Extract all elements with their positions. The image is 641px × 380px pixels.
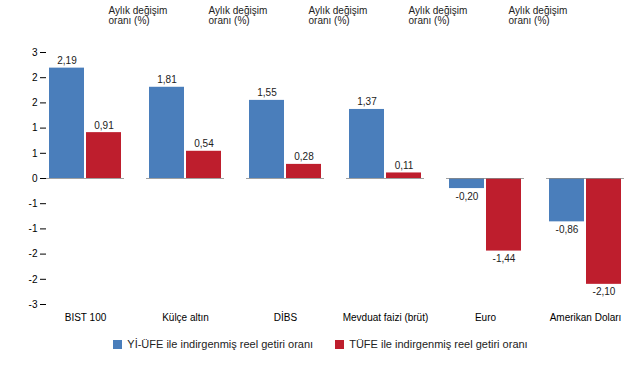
- svg-text:-3: -3: [29, 299, 38, 310]
- svg-text:Euro: Euro: [475, 312, 497, 323]
- svg-text:2: 2: [32, 97, 38, 108]
- svg-text:0,54: 0,54: [194, 138, 214, 149]
- svg-text:-1: -1: [29, 223, 38, 234]
- svg-text:-0,20: -0,20: [456, 191, 479, 202]
- svg-text:-0,86: -0,86: [556, 224, 579, 235]
- svg-text:0: 0: [32, 173, 38, 184]
- svg-text:-2,10: -2,10: [593, 286, 616, 297]
- svg-text:Amerikan Doları: Amerikan Doları: [550, 312, 622, 323]
- svg-text:0,91: 0,91: [94, 120, 114, 131]
- html-text:Yİ-ÜFE ile indirgenmiş reel ge: Yİ-ÜFE ile indirgenmiş reel getiri oranı: [127, 338, 314, 350]
- svg-text:1,55: 1,55: [257, 87, 277, 98]
- svg-text:1: 1: [32, 122, 38, 133]
- svg-text:2,19: 2,19: [57, 55, 77, 66]
- svg-text:1: 1: [32, 148, 38, 159]
- svg-text:2: 2: [32, 72, 38, 83]
- svg-text:BIST 100: BIST 100: [65, 312, 107, 323]
- svg-text:-2: -2: [29, 274, 38, 285]
- svg-text:0,28: 0,28: [294, 151, 314, 162]
- svg-text:-1: -1: [29, 198, 38, 209]
- svg-text:1,81: 1,81: [157, 74, 177, 85]
- svg-text:Mevduat faizi (brüt): Mevduat faizi (brüt): [343, 312, 429, 323]
- svg-text:3: 3: [32, 47, 38, 58]
- svg-text:Külçe altın: Külçe altın: [162, 312, 209, 323]
- svg-text:Aylık değişimoranı (%): Aylık değişimoranı (%): [109, 5, 168, 26]
- svg-text:Aylık değişimoranı (%): Aylık değişimoranı (%): [209, 5, 268, 26]
- svg-text:-2: -2: [29, 248, 38, 259]
- svg-text:DİBS: DİBS: [274, 311, 298, 323]
- svg-text:Aylık değişimoranı (%): Aylık değişimoranı (%): [509, 5, 568, 26]
- html-text:TÜFE ile indirgenmiş reel geti: TÜFE ile indirgenmiş reel getiri oranı: [349, 338, 528, 350]
- svg-text:1,37: 1,37: [357, 96, 377, 107]
- svg-text:Aylık değişimoranı (%): Aylık değişimoranı (%): [309, 5, 368, 26]
- svg-text:Aylık değişimoranı (%): Aylık değişimoranı (%): [409, 5, 468, 26]
- svg-text:-1,44: -1,44: [493, 253, 516, 264]
- svg-text:0,11: 0,11: [395, 160, 414, 171]
